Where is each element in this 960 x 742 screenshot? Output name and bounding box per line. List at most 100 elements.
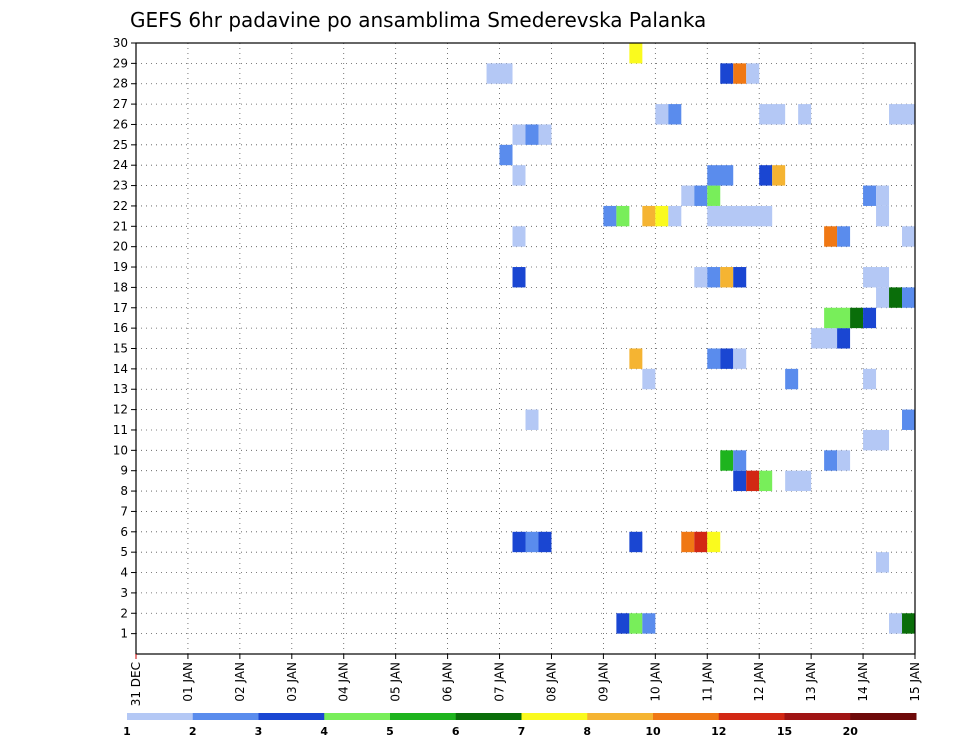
precip-cell xyxy=(603,205,617,227)
precip-cell xyxy=(876,287,890,308)
x-tick-label: 06 JAN xyxy=(441,662,455,702)
precip-cell xyxy=(876,552,890,573)
precip-cell xyxy=(694,185,708,206)
precip-cell xyxy=(902,613,915,634)
legend-swatch xyxy=(455,713,522,720)
precip-cell xyxy=(642,613,656,634)
precip-cell xyxy=(512,165,526,186)
x-tick-label: 13 JAN xyxy=(804,662,818,702)
precip-cell xyxy=(798,104,812,125)
precip-cell xyxy=(850,307,864,329)
precip-cell xyxy=(499,144,513,166)
precip-cell xyxy=(733,470,747,492)
y-tick-label: 30 xyxy=(113,36,128,50)
x-tick-label: 03 JAN xyxy=(285,662,299,702)
precip-cell xyxy=(889,104,915,125)
x-tick-label: 05 JAN xyxy=(389,662,403,702)
precip-cell xyxy=(863,185,877,206)
y-tick-label: 11 xyxy=(113,423,128,437)
precip-cell xyxy=(759,104,786,125)
precip-cell xyxy=(863,429,890,451)
precip-cell xyxy=(824,226,838,247)
legend-label: 8 xyxy=(583,725,591,738)
precip-cell xyxy=(538,124,552,145)
precip-cell xyxy=(746,63,760,84)
y-tick-label: 24 xyxy=(113,158,128,172)
y-tick-label: 7 xyxy=(120,504,128,518)
x-tick-label: 02 JAN xyxy=(233,662,247,702)
precip-cell xyxy=(668,104,682,125)
y-tick-label: 3 xyxy=(120,586,128,600)
x-tick-label: 12 JAN xyxy=(752,662,766,702)
precip-cell xyxy=(863,368,877,390)
precip-cell xyxy=(759,165,773,186)
y-tick-label: 6 xyxy=(120,525,128,539)
precip-cell xyxy=(746,470,760,492)
precip-cell xyxy=(707,185,721,206)
precip-cell xyxy=(707,205,773,227)
precip-cell xyxy=(889,287,903,308)
y-tick-label: 17 xyxy=(113,301,128,315)
y-tick-label: 16 xyxy=(113,321,128,335)
precip-cell xyxy=(772,165,786,186)
legend-label: 3 xyxy=(255,725,263,738)
precip-cell xyxy=(707,165,734,186)
precip-cell xyxy=(902,287,915,308)
precip-cell xyxy=(655,104,669,125)
precip-cell xyxy=(707,531,721,553)
y-axis: 1234567891011121314151617181920212223242… xyxy=(113,36,136,641)
precip-cell xyxy=(629,613,643,634)
precip-cell xyxy=(824,450,838,471)
x-tick-label: 14 JAN xyxy=(856,662,870,702)
precip-cell xyxy=(863,267,890,288)
precip-cell xyxy=(720,348,734,369)
legend-label: 6 xyxy=(452,725,460,738)
legend-swatch xyxy=(324,713,391,720)
precip-cell xyxy=(629,43,643,64)
x-tick-label: 10 JAN xyxy=(648,662,662,702)
precip-cell xyxy=(720,450,734,471)
precip-cell xyxy=(668,205,682,227)
x-tick-label: 07 JAN xyxy=(493,662,507,702)
precip-cell xyxy=(902,409,915,430)
y-tick-label: 12 xyxy=(113,403,128,417)
precip-cell xyxy=(720,63,734,84)
color-legend: 1 2 3 4 5 6 7 8 10 12 15 20 xyxy=(123,713,917,738)
precip-cell xyxy=(538,531,552,553)
precip-cell xyxy=(863,307,877,329)
x-tick-label: 08 JAN xyxy=(544,662,558,702)
precip-cell xyxy=(837,226,851,247)
precip-cell xyxy=(525,531,539,553)
precip-cell xyxy=(512,124,526,145)
precip-cell xyxy=(512,267,526,288)
legend-swatch xyxy=(784,713,851,720)
legend-label: 12 xyxy=(711,725,726,738)
legend-swatch xyxy=(587,713,654,720)
x-axis: 31 DEC 01 JAN 02 JAN 03 JAN 04 JAN 05 JAN 06 J… xyxy=(129,654,922,706)
legend-label: 20 xyxy=(843,725,859,738)
precip-cell xyxy=(512,531,526,553)
y-tick-label: 14 xyxy=(113,362,128,376)
precip-cell xyxy=(694,531,708,553)
precip-cell xyxy=(512,226,526,247)
precip-cell xyxy=(694,267,708,288)
legend-label: 2 xyxy=(189,725,197,738)
x-tick-label: 04 JAN xyxy=(337,662,351,702)
legend-swatch xyxy=(127,713,194,720)
y-tick-label: 10 xyxy=(113,443,128,457)
y-tick-label: 9 xyxy=(120,464,128,478)
precip-cell xyxy=(876,185,890,206)
legend-label: 7 xyxy=(518,725,526,738)
y-tick-label: 28 xyxy=(113,77,128,91)
precip-cell xyxy=(837,450,851,471)
precip-cell xyxy=(837,328,851,349)
y-tick-label: 25 xyxy=(113,138,128,152)
legend-swatch xyxy=(390,713,457,720)
precip-cell xyxy=(785,470,812,492)
y-tick-label: 2 xyxy=(120,606,128,620)
precip-cell xyxy=(629,348,643,369)
legend-swatch xyxy=(718,713,785,720)
y-tick-label: 1 xyxy=(120,627,128,641)
precip-cell xyxy=(785,368,799,390)
